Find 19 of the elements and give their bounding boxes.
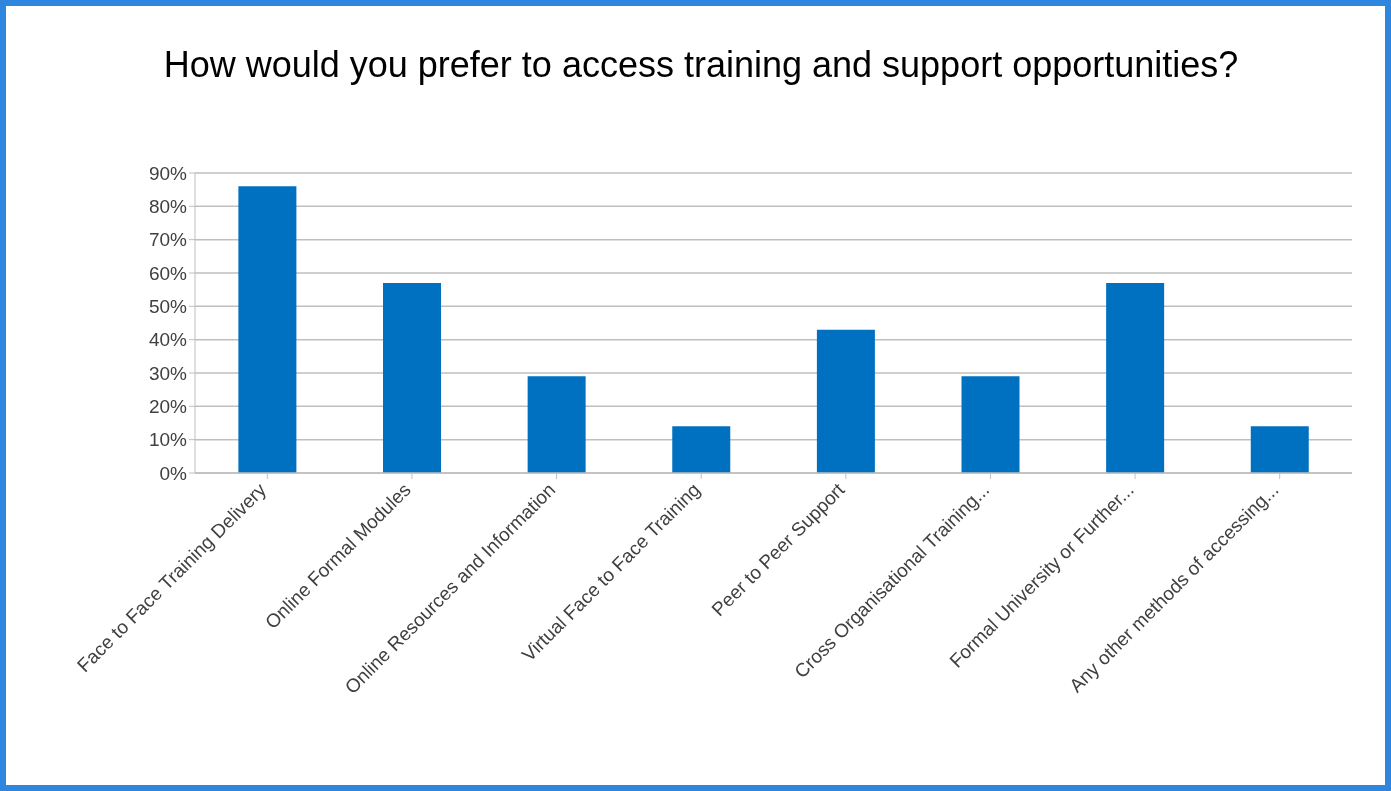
bar <box>238 186 297 473</box>
bar <box>961 376 1020 473</box>
bar <box>1250 426 1309 473</box>
bar <box>527 376 586 473</box>
chart-title: How would you prefer to access training and support opportunities? <box>162 43 1240 87</box>
bar <box>816 329 875 473</box>
y-tick-label: 40% <box>148 329 188 351</box>
y-tick-label: 10% <box>148 429 188 451</box>
y-tick-label: 80% <box>148 196 188 218</box>
bar <box>383 283 442 473</box>
bar <box>672 426 731 473</box>
y-tick-label: 0% <box>159 462 188 484</box>
y-tick-label: 20% <box>148 396 188 418</box>
y-tick-label: 50% <box>148 296 188 318</box>
y-tick-label: 30% <box>148 362 188 384</box>
y-tick-label: 90% <box>148 162 188 184</box>
y-tick-label: 60% <box>148 262 188 284</box>
y-tick-label: 70% <box>148 229 188 251</box>
bar <box>1106 283 1165 473</box>
